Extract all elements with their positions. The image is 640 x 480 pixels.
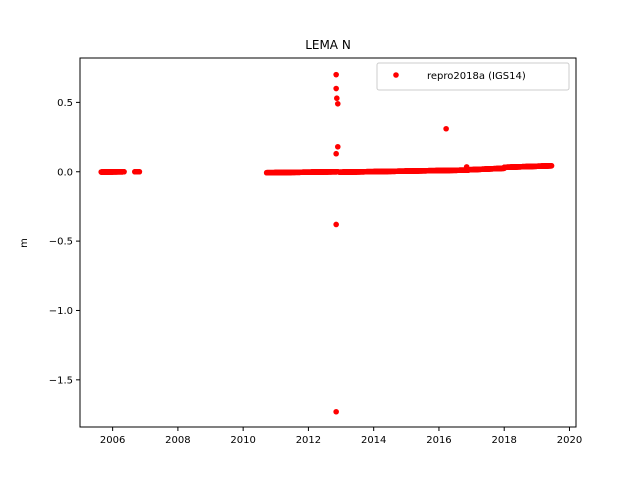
- data-point: [463, 164, 470, 170]
- data-point: [121, 168, 127, 175]
- x-tick-label: 2018: [491, 435, 516, 446]
- y-tick-label: 0.0: [57, 167, 73, 178]
- legend-marker: [393, 72, 399, 78]
- x-tick-label: 2008: [165, 435, 190, 446]
- x-tick-label: 2006: [100, 435, 125, 446]
- x-tick-label: 2020: [557, 435, 582, 446]
- x-tick-label: 2014: [361, 435, 386, 446]
- x-tick-label: 2012: [296, 435, 321, 446]
- data-point: [333, 221, 339, 228]
- data-point: [333, 408, 339, 415]
- legend-label: repro2018a (IGS14): [427, 71, 526, 82]
- y-axis-label: m: [19, 238, 30, 248]
- data-point: [136, 168, 143, 175]
- x-tick-label: 2016: [426, 435, 451, 446]
- data-point: [443, 125, 449, 132]
- plot-frame: [79, 57, 577, 428]
- x-axis: 2006 2008 2010 2012 2014 2016 2018 2020: [100, 427, 582, 446]
- chart-title: LEMA N: [305, 38, 351, 52]
- data-point: [334, 143, 341, 150]
- y-axis: 0.5 0.0 −0.5 −1.0 −1.5: [49, 98, 80, 386]
- y-tick-label: −1.5: [49, 375, 73, 386]
- data-point: [548, 162, 555, 169]
- data-point: [334, 95, 340, 102]
- data-point: [334, 100, 341, 107]
- data-point: [333, 150, 339, 157]
- legend: repro2018a (IGS14): [376, 62, 570, 91]
- x-tick-label: 2010: [230, 435, 255, 446]
- data-point: [333, 71, 339, 78]
- data-points: [98, 71, 555, 415]
- y-tick-label: −0.5: [49, 237, 73, 248]
- data-point: [333, 85, 339, 92]
- y-tick-label: 0.5: [57, 98, 73, 109]
- y-tick-label: −1.0: [49, 306, 73, 317]
- legend-box: [376, 62, 570, 91]
